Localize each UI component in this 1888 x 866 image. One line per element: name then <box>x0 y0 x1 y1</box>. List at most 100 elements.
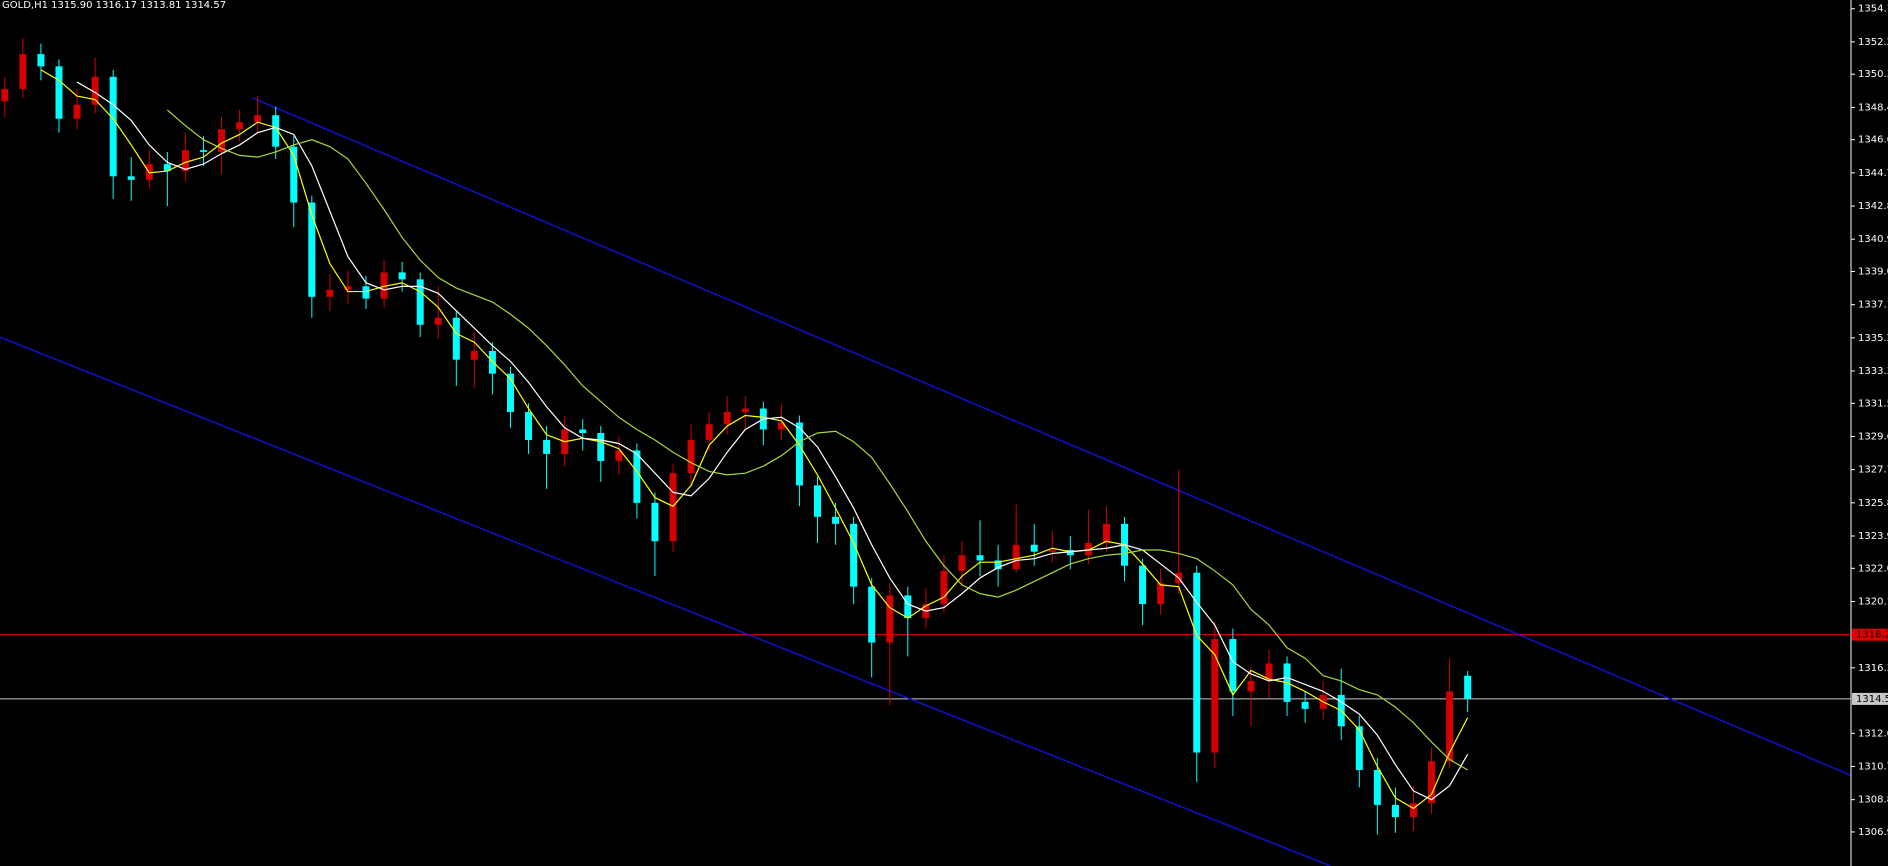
candle-body <box>506 373 514 413</box>
y-tick-label: 1331.50 <box>1858 398 1888 409</box>
candle-body <box>1409 803 1417 818</box>
candle-body <box>741 408 749 413</box>
y-tick-label: 1340.90 <box>1858 234 1888 245</box>
y-tick-label: 1325.80 <box>1858 498 1888 509</box>
candle-body <box>633 450 641 503</box>
candle-body <box>886 595 894 643</box>
candle-body <box>579 429 587 433</box>
candle-body <box>832 516 840 524</box>
candle-body <box>127 176 135 180</box>
price-tag <box>1852 692 1888 705</box>
candle-body <box>470 350 478 360</box>
candle-body <box>488 350 496 374</box>
candle-body <box>597 433 605 461</box>
candle-body <box>940 570 948 605</box>
price-tag-label: 1318.25 <box>1856 630 1888 641</box>
candle-body <box>687 439 695 474</box>
candle-body <box>290 146 298 203</box>
candle-body <box>850 523 858 587</box>
candle-body <box>1102 523 1110 543</box>
candle-body <box>1391 804 1399 818</box>
candle-body <box>1193 572 1201 753</box>
candle-body <box>218 129 226 152</box>
moving-average <box>40 69 1469 810</box>
candle-body <box>976 555 984 561</box>
candle-body <box>308 202 316 297</box>
candle-body <box>254 115 262 123</box>
candle-body <box>795 422 803 486</box>
y-tick-label: 1346.60 <box>1858 135 1888 146</box>
candle-body <box>37 54 45 67</box>
candle-body <box>777 422 785 430</box>
y-tick-label: 1342.80 <box>1858 201 1888 212</box>
price-tag <box>1852 628 1888 641</box>
candle-body <box>1084 542 1092 556</box>
candle-body <box>615 450 623 461</box>
y-tick-label: 1316.35 <box>1858 663 1888 674</box>
candle-body <box>91 76 99 105</box>
candle-body <box>452 317 460 360</box>
candle-body <box>958 555 966 571</box>
candle-body <box>1464 675 1472 699</box>
candle-body <box>723 412 731 425</box>
candle-body <box>904 595 912 619</box>
candle-body <box>1139 565 1147 605</box>
candle-body <box>1030 544 1038 552</box>
candle-body <box>1 89 9 102</box>
y-tick-label: 1333.35 <box>1858 366 1888 377</box>
candle-body <box>1301 701 1309 709</box>
candle-body <box>1012 544 1020 570</box>
candle-body <box>1211 639 1219 753</box>
candle-body <box>1066 549 1074 556</box>
candle-body <box>543 439 551 454</box>
trendline <box>251 97 1851 776</box>
candle-body <box>73 104 81 119</box>
trendline <box>0 336 1331 866</box>
candle-body <box>416 279 424 325</box>
y-tick-label: 1352.20 <box>1858 37 1888 48</box>
y-tick-label: 1320.15 <box>1858 596 1888 607</box>
candle-body <box>109 76 117 177</box>
candle-body <box>1265 663 1273 681</box>
y-tick-label: 1306.95 <box>1858 827 1888 838</box>
y-tick-label: 1308.80 <box>1858 795 1888 806</box>
chart-title: GOLD,H1 1315.90 1316.17 1313.81 1314.57 <box>2 0 226 11</box>
y-tick-label: 1327.70 <box>1858 465 1888 476</box>
candle-body <box>55 66 63 119</box>
candle-body <box>1373 769 1381 805</box>
candle-body <box>814 485 821 517</box>
candle-body <box>1247 680 1255 692</box>
candle-body <box>705 424 713 440</box>
candle-body <box>362 286 370 299</box>
candle-body <box>236 122 244 130</box>
candle-body <box>19 54 27 90</box>
candle-body <box>199 150 207 152</box>
candle-body <box>1355 726 1363 770</box>
candle-body <box>272 115 280 147</box>
candle-body <box>398 272 406 280</box>
candle-body <box>669 473 677 542</box>
price-tag-label: 1314.57 <box>1856 694 1888 705</box>
y-tick-label: 1310.70 <box>1858 761 1888 772</box>
candle-body <box>994 560 1002 570</box>
y-tick-label: 1339.05 <box>1858 266 1888 277</box>
candle-body <box>1157 583 1165 605</box>
y-tick-label: 1350.35 <box>1858 69 1888 80</box>
candle-body <box>163 164 171 172</box>
y-tick-label: 1337.15 <box>1858 300 1888 311</box>
moving-average <box>166 109 1468 771</box>
moving-average <box>76 81 1469 801</box>
y-tick-label: 1348.45 <box>1858 102 1888 113</box>
candle-body <box>1446 691 1454 762</box>
candle-body <box>380 272 388 299</box>
y-tick-label: 1322.05 <box>1858 563 1888 574</box>
candle-body <box>1428 761 1436 804</box>
candle-body <box>1229 639 1237 692</box>
y-tick-label: 1344.70 <box>1858 168 1888 179</box>
candle-body <box>344 286 352 290</box>
y-tick-label: 1323.90 <box>1858 531 1888 542</box>
y-tick-label: 1329.60 <box>1858 431 1888 442</box>
candle-body <box>181 150 189 172</box>
